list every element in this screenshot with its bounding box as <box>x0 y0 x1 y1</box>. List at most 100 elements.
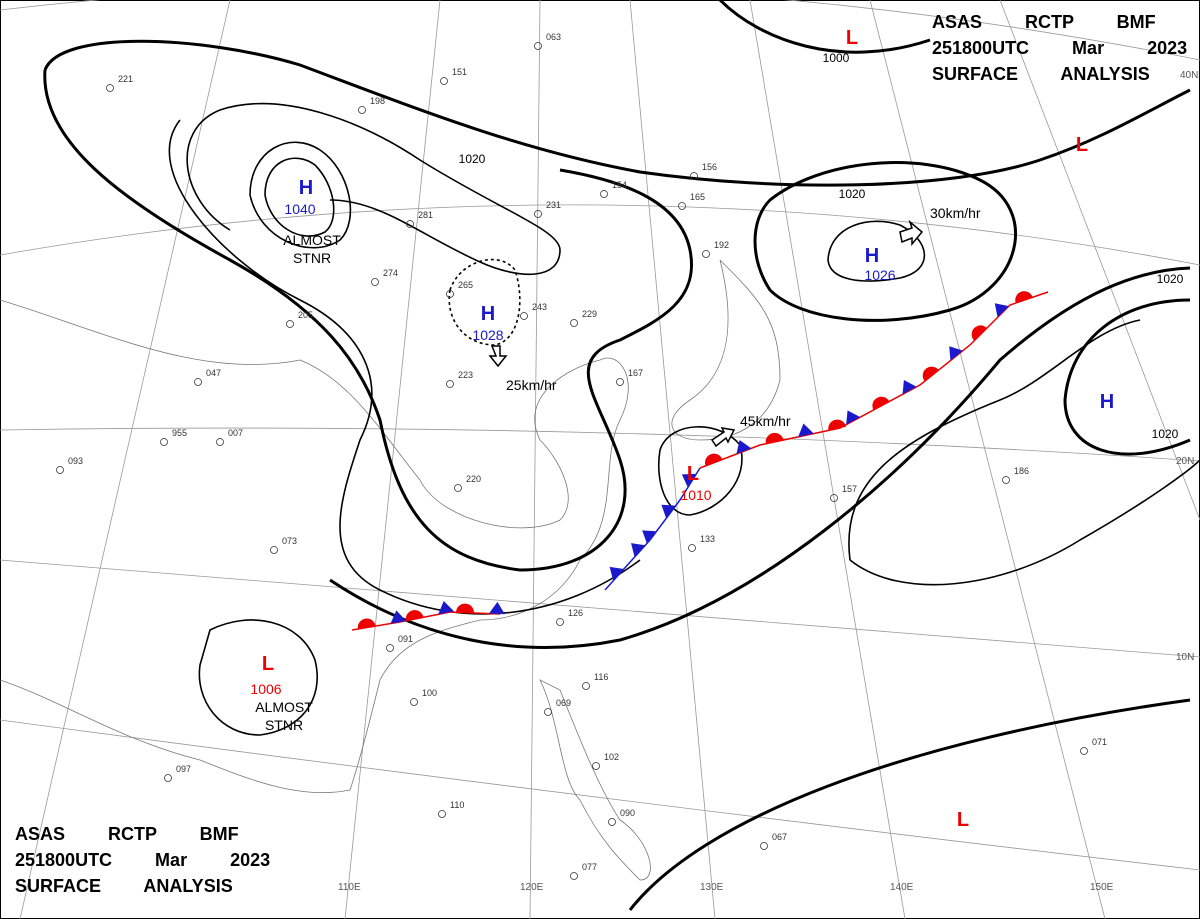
warm-front-marker <box>922 366 939 382</box>
lon-label: 110E <box>338 882 361 893</box>
station-pressure: 077 <box>582 862 597 872</box>
warm-front-marker <box>971 325 987 341</box>
lon-label: 150E <box>1090 882 1114 893</box>
warm-front-marker <box>357 618 376 630</box>
station-pressure: 157 <box>842 484 857 494</box>
isobar-label: 1020 <box>839 187 866 201</box>
lon-label: 120E <box>520 882 544 893</box>
front-line <box>351 611 501 631</box>
station-pressure: 154 <box>612 180 627 190</box>
coastlines <box>0 259 781 881</box>
warm-front-marker <box>828 419 847 431</box>
warm-front-marker <box>765 432 784 444</box>
station-symbol <box>386 644 394 652</box>
station-pressure: 151 <box>452 67 467 77</box>
station-pressure: 220 <box>466 474 481 484</box>
station-pressure: 243 <box>532 302 547 312</box>
station-symbol <box>410 698 418 706</box>
station-symbol <box>582 682 590 690</box>
station-symbol <box>678 202 686 210</box>
fronts <box>351 291 1049 631</box>
motion-label: 25km/hr <box>506 377 557 393</box>
station-symbol <box>830 494 838 502</box>
station-pressure: 205 <box>298 310 313 320</box>
station-symbol <box>616 378 624 386</box>
station-symbol <box>688 544 696 552</box>
station-pressure: 102 <box>604 752 619 762</box>
lon-label: 140E <box>890 882 914 893</box>
cold-front-marker <box>488 601 505 615</box>
station-pressure: 093 <box>68 456 83 466</box>
center-symbol: L <box>846 27 858 49</box>
station-pressure: 116 <box>594 672 608 682</box>
isobars <box>43 0 1200 911</box>
station-pressure: 221 <box>118 74 133 84</box>
station-pressure: 955 <box>172 428 187 438</box>
center-symbol: H <box>481 303 495 325</box>
station-pressure: 090 <box>620 808 635 818</box>
station-pressure: 133 <box>700 534 715 544</box>
isobar-label: 1020 <box>1152 427 1179 441</box>
station-symbol <box>371 278 379 286</box>
station-pressure: 069 <box>556 698 571 708</box>
station-symbol <box>270 546 278 554</box>
front-line <box>604 467 701 591</box>
lat-label: 10N <box>1176 652 1194 663</box>
station-symbol <box>358 106 366 114</box>
header-line: 251800UTC Mar 2023 <box>932 38 1187 58</box>
center-note: ALMOST STNR <box>283 232 341 266</box>
station-symbol <box>760 842 768 850</box>
station-symbol <box>702 250 710 258</box>
station-symbol <box>446 290 454 298</box>
lat-label: 20N <box>1176 456 1194 467</box>
front-line <box>699 291 1049 469</box>
center-symbol: L <box>687 463 699 485</box>
station-symbol <box>570 319 578 327</box>
station-pressure: 110 <box>450 800 464 810</box>
center-pressure: 1026 <box>864 267 895 283</box>
lon-label: 130E <box>700 882 724 893</box>
labels: ASAS RCTP BMF 251800UTC Mar 2023 SURFACE… <box>15 12 1198 896</box>
footer-line: 251800UTC Mar 2023 <box>15 850 270 870</box>
station-symbol <box>56 466 64 474</box>
station-pressure: 156 <box>702 162 717 172</box>
isobar-label: 1000 <box>823 51 850 65</box>
station-symbol <box>592 762 600 770</box>
warm-front-marker <box>405 610 424 621</box>
station-pressure: 067 <box>772 832 787 842</box>
cold-front-marker <box>661 504 676 519</box>
station-pressure: 100 <box>422 688 437 698</box>
station-symbol <box>1080 747 1088 755</box>
center-note: ALMOST STNR <box>255 699 313 733</box>
station-symbol <box>1002 476 1010 484</box>
station-pressure: 229 <box>582 309 597 319</box>
isobar-label: 1020 <box>459 152 486 166</box>
station-symbol <box>690 172 698 180</box>
station-symbol <box>544 708 552 716</box>
station-pressure: 091 <box>398 634 413 644</box>
station-symbol <box>570 872 578 880</box>
station-pressure: 126 <box>568 608 583 618</box>
station-pressure: 274 <box>383 268 398 278</box>
warm-front-marker <box>872 396 890 411</box>
center-symbol: L <box>1076 134 1088 156</box>
footer-line: SURFACE ANALYSIS <box>15 876 233 896</box>
cold-front-marker <box>390 610 407 624</box>
station-symbol <box>440 77 448 85</box>
isobar-label: 1020 <box>1157 272 1184 286</box>
station-pressure: 223 <box>458 370 473 380</box>
cold-front-marker <box>902 380 917 395</box>
center-symbol: H <box>1100 391 1114 413</box>
header-line: SURFACE ANALYSIS <box>932 64 1150 84</box>
center-pressure: 1006 <box>250 681 281 697</box>
station-pressure: 198 <box>370 96 385 106</box>
cold-front-marker <box>949 346 963 361</box>
station-symbol <box>556 618 564 626</box>
center-pressure: 1028 <box>472 327 503 343</box>
station-pressure: 071 <box>1092 737 1107 747</box>
station-symbol <box>286 320 294 328</box>
center-symbol: L <box>262 653 274 675</box>
station-pressure: 073 <box>282 536 297 546</box>
